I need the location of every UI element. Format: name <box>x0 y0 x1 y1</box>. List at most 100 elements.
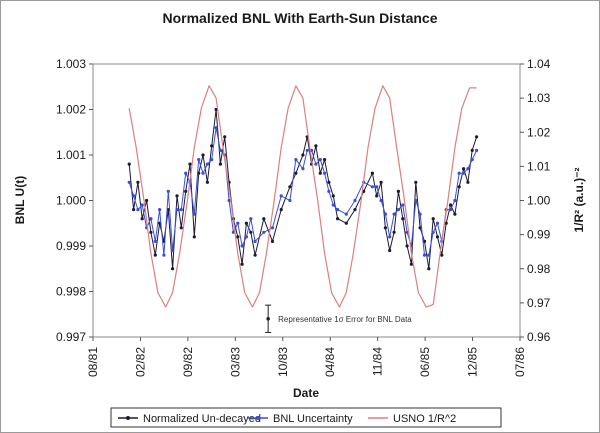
series-1-point <box>435 221 440 225</box>
series-1-point <box>192 212 196 216</box>
annotation-label: Representative 1σ Error for BNL Data <box>278 315 412 324</box>
series-0-point <box>288 185 292 189</box>
series-1-point <box>383 212 387 216</box>
series-0-point <box>145 198 149 203</box>
series-0-point <box>379 180 383 184</box>
series-1-point <box>136 208 140 212</box>
y-right-tick-label: 0.96 <box>527 330 551 344</box>
series-0-point <box>270 239 275 243</box>
series-0-point <box>383 226 387 230</box>
series-0-point <box>336 217 340 221</box>
series-0-point <box>179 226 183 230</box>
series-0-point <box>427 267 431 271</box>
series-1-point <box>175 208 179 212</box>
series-1-point <box>270 226 275 230</box>
series-0-point <box>301 153 305 157</box>
series-0-point <box>422 239 427 243</box>
plot-area <box>92 63 521 338</box>
series-0-point <box>240 262 244 266</box>
series-0-point <box>218 162 222 166</box>
x-tick-label: 06/85 <box>418 347 432 377</box>
series-0-point <box>401 217 405 221</box>
series-0-point <box>435 235 440 239</box>
legend-label-2: USNO 1/R^2 <box>393 413 456 425</box>
chart-title: Normalized BNL With Earth-Sun Distance <box>163 10 438 26</box>
series-0-point <box>418 226 422 230</box>
series-0-point <box>132 208 136 212</box>
series-0-point <box>405 244 409 248</box>
series-0-point <box>262 217 266 221</box>
series-1-point <box>470 158 474 162</box>
legend-box <box>110 407 502 428</box>
y-right-tick-label: 1.00 <box>527 194 551 208</box>
legend-label-1: BNL Uncertainty <box>273 413 353 425</box>
series-1-point <box>262 230 266 234</box>
series-0-point <box>409 262 413 266</box>
series-1-point <box>344 212 348 216</box>
series-0-point <box>344 221 348 225</box>
series-1-point <box>448 208 453 212</box>
y-right-axis: 0.96 0.97 0.98 0.99 1.00 1.01 1.02 1.03 1.04 <box>520 57 551 344</box>
series-1-point <box>375 185 379 189</box>
series-0-point <box>188 162 192 166</box>
series-1-point <box>149 217 153 221</box>
series-1-point <box>205 162 209 166</box>
series-0-point <box>431 217 435 221</box>
series-0-point <box>392 230 396 234</box>
series-1-point <box>323 171 327 175</box>
series-0-point <box>223 135 227 139</box>
series-1-point <box>214 126 218 130</box>
series-1-point <box>401 203 405 207</box>
error-bar-point <box>266 317 270 321</box>
series-1-point <box>331 203 335 207</box>
series-1-point <box>353 198 357 203</box>
y-left-tick-label: 0.998 <box>56 285 86 299</box>
y-right-tick-label: 0.98 <box>527 262 551 276</box>
series-0-point <box>279 208 283 212</box>
series-1-point <box>453 198 457 203</box>
series-1-point <box>427 253 431 257</box>
series-0-point <box>475 135 479 139</box>
series-1-point <box>336 208 340 212</box>
series-0-point <box>440 253 444 257</box>
series-1-point <box>462 171 466 175</box>
series-0-point <box>327 180 331 184</box>
series-1-point <box>314 162 318 166</box>
series-0-point <box>153 253 157 257</box>
y-right-tick-label: 0.99 <box>527 228 551 242</box>
y-left-axis: 0.997 0.998 0.999 1.000 1.001 1.002 1.003 <box>56 57 93 344</box>
series-1-point <box>132 194 136 198</box>
series-0-point <box>323 158 327 162</box>
series-0-point <box>136 180 140 184</box>
y-right-tick-label: 1.04 <box>527 57 551 71</box>
series-1-point <box>253 239 257 243</box>
series-1-point <box>201 171 205 175</box>
series-1-point <box>457 171 461 175</box>
series-0-point <box>214 107 218 112</box>
series-1-point <box>327 189 331 193</box>
series-1-point <box>475 148 479 152</box>
series-1-point <box>158 208 162 212</box>
series-1-point <box>197 158 201 162</box>
series-1-point <box>162 253 166 257</box>
series-1-point <box>466 167 470 171</box>
series-1-point <box>288 198 292 203</box>
series-1-point <box>431 230 435 234</box>
series-1-point <box>231 230 235 234</box>
series-1-point <box>179 208 183 212</box>
series-layer <box>127 85 479 308</box>
series-1-point <box>318 158 322 162</box>
legend-marker-0 <box>126 416 130 420</box>
series-0-point <box>149 230 153 234</box>
series-0-point <box>175 194 179 198</box>
series-1-point <box>370 185 374 189</box>
series-0-point <box>466 180 470 184</box>
y-right-axis-label: 1/R² (a.u.)⁻² <box>572 167 586 232</box>
series-0-point <box>457 185 461 189</box>
series-1-point <box>171 248 175 253</box>
series-0-point <box>448 203 453 207</box>
series-1-point <box>396 208 400 212</box>
series-1-point <box>244 235 248 239</box>
y-right-tick-label: 1.01 <box>527 159 551 173</box>
